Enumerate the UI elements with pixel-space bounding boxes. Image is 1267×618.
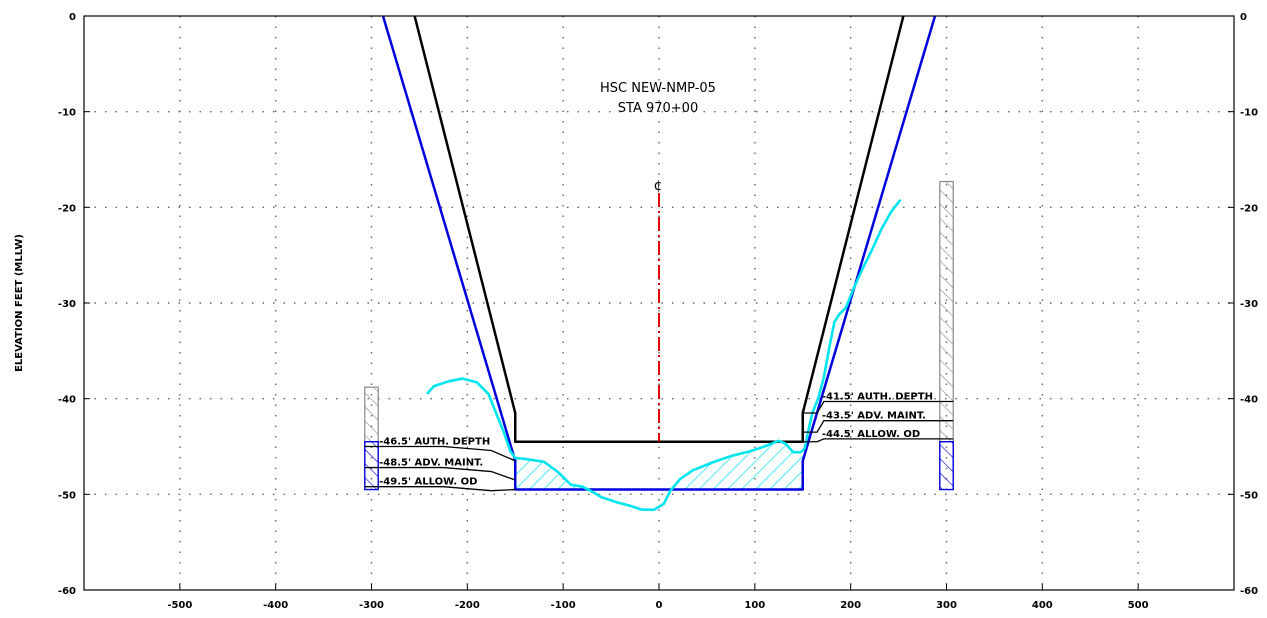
right-leader-line (802, 400, 954, 414)
y-tick-label-right: -20 (1240, 203, 1258, 214)
right-annotation-label: -44.5' ALLOW. OD (822, 429, 920, 440)
y-tick-label-right: -50 (1240, 490, 1258, 501)
left-bar-gray (364, 386, 379, 443)
left-bar-blue (364, 441, 379, 491)
overdepth-template-line (381, 15, 937, 491)
right-annotation-label: -43.5' ADV. MAINT. (822, 411, 926, 422)
x-tick-label: -500 (167, 600, 192, 611)
right-leader-line (802, 420, 954, 433)
centerline-symbol: ¢ (654, 178, 663, 194)
chart-title-line-1: HSC NEW-NMP-05 (600, 81, 716, 96)
right-bar-blue (939, 441, 954, 491)
x-tick-label: -100 (551, 600, 576, 611)
series-lines (381, 15, 937, 511)
y-tick-label-right: -10 (1240, 108, 1258, 119)
y-tick-label-left: -40 (58, 395, 76, 406)
chart-title-line-2: STA 970+00 (618, 101, 698, 116)
left-leader-line (379, 486, 516, 492)
y-tick-label-right: -40 (1240, 395, 1258, 406)
x-tick-label: 0 (656, 600, 663, 611)
x-tick-label: 200 (840, 600, 861, 611)
x-tick-label: 100 (744, 600, 765, 611)
hatched-fill (515, 440, 803, 490)
y-tick-label-left: 0 (69, 12, 76, 23)
axis-ticks: -500 -400 -300 -200 -100 0 100 200 300 400 500 0 0 -1… (58, 12, 1258, 611)
left-annotation-label: -48.5' ADV. MAINT. (379, 458, 483, 469)
left-leader-line (379, 445, 516, 462)
y-tick-label-left: -10 (58, 108, 76, 119)
x-tick-label: 300 (936, 600, 957, 611)
y-tick-label-right: -30 (1240, 299, 1258, 310)
x-tick-label: 500 (1128, 600, 1149, 611)
right-leader-line (802, 438, 954, 443)
right-annotation-label: -41.5' AUTH. DEPTH (822, 392, 933, 403)
x-tick-label: 400 (1032, 600, 1053, 611)
y-tick-label-left: -50 (58, 490, 76, 501)
left-leader-line (379, 466, 516, 481)
annotations: -46.5' AUTH. DEPTH -48.5' ADV. MAINT. -49.… (364, 392, 954, 492)
y-tick-label-left: -30 (58, 299, 76, 310)
left-annotation-label: -46.5' AUTH. DEPTH (379, 437, 490, 448)
y-tick-label-left: -20 (58, 203, 76, 214)
x-tick-label: -300 (359, 600, 384, 611)
y-tick-label-right: -60 (1240, 586, 1258, 597)
y-tick-label-right: 0 (1240, 12, 1247, 23)
y-axis-label: ELEVATION FEET (MLLW) (14, 234, 25, 372)
y-tick-label-left: -60 (58, 586, 76, 597)
side-bars (364, 180, 954, 491)
cut-volume-hatch (515, 440, 803, 490)
survey-line (426, 198, 902, 511)
right-bar-gray (939, 180, 954, 443)
x-tick-label: -200 (455, 600, 480, 611)
left-annotation-label: -49.5' ALLOW. OD (379, 477, 477, 488)
x-tick-label: -400 (263, 600, 288, 611)
grid (84, 16, 1234, 590)
